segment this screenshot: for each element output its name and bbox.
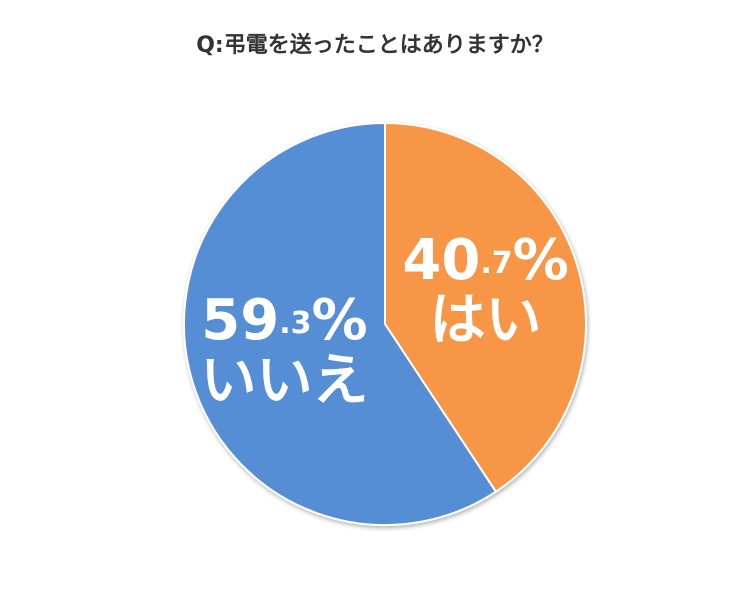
category-label: いいえ — [200, 348, 368, 413]
pie — [183, 121, 587, 526]
value-label: 40.7% — [402, 228, 568, 293]
labels: 40.7%はい 59.3%いいえ — [200, 228, 568, 413]
category-label: はい — [430, 288, 542, 353]
chart-title: Q:弔電を送ったことはありますか？ — [196, 32, 554, 58]
pie-slice — [183, 121, 498, 526]
value-label: 59.3% — [201, 288, 367, 353]
